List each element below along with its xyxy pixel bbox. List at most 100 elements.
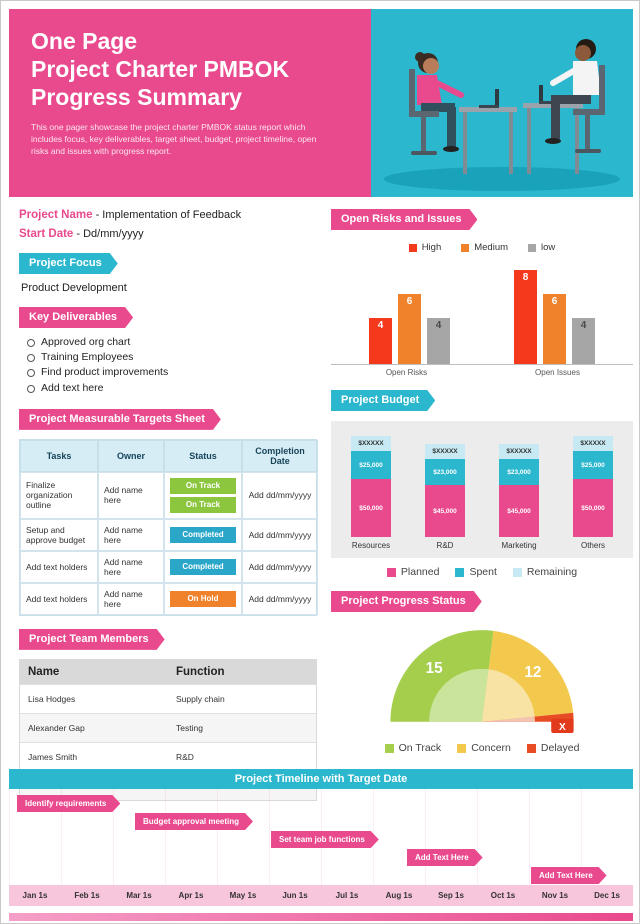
start-date-label: Start Date bbox=[19, 228, 74, 240]
delayed-marker bbox=[551, 718, 574, 733]
team-col-function: Function bbox=[176, 665, 225, 678]
milestone-banner: Budget approval meeting bbox=[135, 813, 253, 830]
category-label: Open Issues bbox=[535, 368, 580, 377]
timeline-month-axis: Jan 1s Feb 1s Mar 1s Apr 1s May 1s Jun 1… bbox=[9, 885, 633, 906]
spent-segment: $23,000 bbox=[425, 459, 465, 485]
progress-legend: On Track Concern Delayed bbox=[331, 742, 633, 754]
deliverable-item: Approved org chart bbox=[27, 335, 319, 350]
legend-item-high: High bbox=[408, 242, 441, 253]
legend-label: On Track bbox=[398, 742, 442, 754]
gauge-value-concern: 12 bbox=[524, 664, 541, 681]
owner-cell: Add name here bbox=[98, 471, 164, 519]
owner-cell: Add name here bbox=[98, 518, 164, 551]
start-date-value: - Dd/mm/yyyy bbox=[76, 228, 144, 240]
planned-segment: $50,000 bbox=[351, 479, 391, 537]
targets-table-header-row: Tasks Owner Status Completion Date bbox=[20, 439, 318, 472]
legend-item-remaining: Remaining bbox=[512, 566, 578, 578]
month-label: Mar 1s bbox=[126, 891, 152, 900]
timeline-area: Identify requirements Budget approval me… bbox=[9, 789, 633, 885]
milestone-banner: Add Text Here bbox=[531, 867, 607, 884]
budget-bar-others: $XXXXX $25,000 $50,000 bbox=[573, 436, 613, 537]
page-title-line2: Project Charter PMBOK bbox=[31, 56, 290, 83]
bar-medium: 6 bbox=[398, 294, 421, 364]
key-deliverables-header: Key Deliverables bbox=[19, 307, 133, 328]
deliverable-item: Add text here bbox=[27, 381, 319, 396]
targets-col-owner: Owner bbox=[98, 439, 164, 472]
legend-label: Delayed bbox=[540, 742, 580, 754]
owner-cell: Add name here bbox=[98, 582, 164, 615]
project-focus-header: Project Focus bbox=[19, 253, 118, 274]
start-date-line: Start Date - Dd/mm/yyyy bbox=[19, 228, 319, 240]
month-label: Jun 1s bbox=[282, 891, 308, 900]
footer-accent-bar bbox=[9, 913, 633, 921]
month-label: Feb 1s bbox=[74, 891, 100, 900]
month-label: Nov 1s bbox=[541, 891, 569, 900]
open-risks-group: 4 6 4 bbox=[369, 294, 450, 364]
progress-status-header: Project Progress Status bbox=[331, 591, 482, 612]
concern-swatch bbox=[457, 743, 467, 753]
spent-segment: $23,000 bbox=[499, 459, 539, 485]
project-focus-value: Product Development bbox=[21, 282, 127, 294]
legend-item-on-track: On Track bbox=[384, 742, 442, 754]
task-cell: Setup and approve budget bbox=[20, 518, 98, 551]
budget-bar-resources: $XXXXX $25,000 $50,000 bbox=[351, 436, 391, 537]
member-name: Lisa Hodges bbox=[28, 693, 76, 704]
team-members-header: Project Team Members bbox=[19, 629, 165, 650]
page-subtitle: This one pager showcase the project char… bbox=[31, 122, 317, 156]
legend-label: Remaining bbox=[526, 566, 578, 578]
bar-high: 4 bbox=[369, 318, 392, 364]
remaining-segment: $XXXXX bbox=[351, 436, 391, 451]
member-function: Supply chain bbox=[176, 693, 225, 704]
legend-label: Medium bbox=[474, 242, 509, 253]
completion-date-cell: Add dd/mm/yyyy bbox=[242, 582, 318, 615]
member-function: R&D bbox=[176, 751, 194, 762]
month-label: Jan 1s bbox=[22, 891, 48, 900]
planned-segment: $45,000 bbox=[499, 485, 539, 537]
task-cell: Add text holders bbox=[20, 582, 98, 615]
bar-low: 4 bbox=[572, 318, 595, 364]
team-table-header-row: Name Function bbox=[20, 659, 316, 684]
page-title: One Page Project Charter PMBOK Progress … bbox=[31, 27, 349, 111]
spent-swatch bbox=[455, 567, 465, 577]
task-cell: Finalize organization outline bbox=[20, 471, 98, 519]
bar-high: 8 bbox=[514, 270, 537, 364]
remaining-segment: $XXXXX bbox=[573, 436, 613, 451]
budget-bar-rnd: $XXXXX $23,000 $45,000 bbox=[425, 444, 465, 537]
table-row: Alexander Gap Testing bbox=[20, 712, 316, 742]
owner-cell: Add name here bbox=[98, 550, 164, 583]
completion-date-cell: Add dd/mm/yyyy bbox=[242, 550, 318, 583]
table-row: Lisa Hodges Supply chain bbox=[20, 683, 316, 713]
category-label: Others bbox=[580, 541, 605, 550]
left-column: Project Name - Implementation of Feedbac… bbox=[19, 209, 319, 801]
status-badge: Completed bbox=[170, 558, 236, 575]
table-row: Add text holders Add name here On Hold A… bbox=[20, 582, 318, 615]
delayed-swatch bbox=[526, 743, 536, 753]
legend-label: low bbox=[541, 242, 556, 253]
planned-segment: $50,000 bbox=[573, 479, 613, 537]
status-cell: On Track On Track bbox=[164, 471, 242, 519]
project-name-line: Project Name - Implementation of Feedbac… bbox=[19, 209, 319, 221]
targets-sheet-header: Project Measurable Targets Sheet bbox=[19, 409, 221, 430]
category-label: Open Risks bbox=[385, 368, 428, 377]
timeline-header: Project Timeline with Target Date bbox=[9, 769, 633, 789]
month-label: Dec 1s bbox=[594, 891, 620, 900]
legend-item-concern: Concern bbox=[457, 742, 511, 754]
key-deliverables-list: Approved org chart Training Employees Fi… bbox=[27, 335, 319, 396]
table-row: James Smith R&D bbox=[20, 741, 316, 771]
month-label: Jul 1s bbox=[335, 891, 359, 900]
right-column: Open Risks and Issues High Medium low 4 … bbox=[331, 209, 633, 754]
remaining-segment: $XXXXX bbox=[425, 444, 465, 459]
budget-chart: $XXXXX $25,000 $50,000 $XXXXX $23,000 $4… bbox=[331, 421, 633, 558]
progress-gauge-chart: 15 12 X bbox=[390, 630, 574, 733]
status-badge: Completed bbox=[170, 526, 236, 543]
legend-label: Concern bbox=[471, 742, 511, 754]
member-function: Testing bbox=[176, 722, 203, 733]
risks-bar-chart: 4 6 4 8 6 4 Open Risks Open Issues bbox=[331, 263, 633, 377]
legend-item-low: low bbox=[528, 242, 555, 253]
medium-swatch bbox=[461, 243, 470, 252]
on-track-swatch bbox=[384, 743, 394, 753]
budget-bar-marketing: $XXXXX $23,000 $45,000 bbox=[499, 444, 539, 537]
gauge-value-on-track: 15 bbox=[426, 660, 443, 677]
budget-legend: Planned Spent Remaining bbox=[331, 566, 633, 578]
